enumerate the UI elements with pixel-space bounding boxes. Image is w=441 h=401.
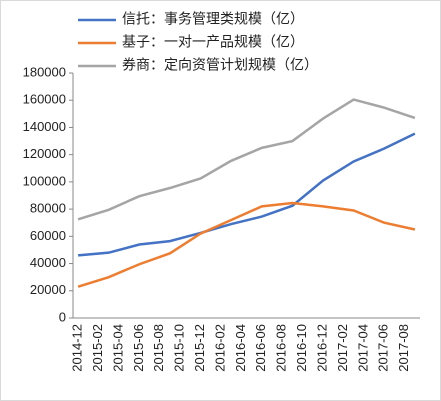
y-tick-label: 160000 (23, 92, 66, 107)
x-tick-label: 2017-04 (355, 324, 370, 372)
x-tick-label: 2015-12 (192, 324, 207, 372)
y-tick-label: 20000 (30, 282, 66, 297)
x-tick-label: 2016-02 (212, 324, 227, 372)
y-tick-label: 40000 (30, 255, 66, 270)
series-line (77, 132, 416, 257)
y-tick-label: 100000 (23, 173, 66, 188)
x-tick-label: 2017-06 (376, 324, 391, 372)
x-tick-label: 2017-08 (396, 324, 411, 372)
x-tick-label: 2014-12 (70, 324, 85, 372)
series-line (77, 201, 416, 288)
y-tick-label: 180000 (23, 64, 66, 79)
y-tick-label: 60000 (30, 228, 66, 243)
y-tick-label: 140000 (23, 119, 66, 134)
x-tick-label: 2016-12 (314, 324, 329, 372)
x-tick-label: 2015-06 (131, 324, 146, 372)
legend-label: 信托：事务管理类规模（亿） (122, 11, 304, 27)
y-tick-label: 80000 (30, 201, 66, 216)
legend-label: 券商：定向资管计划规模（亿） (122, 57, 318, 73)
x-tick-label: 2015-02 (90, 324, 105, 372)
x-tick-label: 2015-04 (110, 324, 125, 372)
x-tick-label: 2015-10 (172, 324, 187, 372)
legend-label: 基子：一对一产品规模（亿） (122, 34, 304, 50)
x-tick-label: 2016-06 (253, 324, 268, 372)
y-tick-label: 0 (59, 309, 66, 324)
x-tick-label: 2017-02 (335, 324, 350, 372)
x-tick-label: 2015-08 (151, 324, 166, 372)
x-tick-label: 2016-08 (274, 324, 289, 372)
series-line (77, 98, 416, 221)
x-tick-label: 2016-04 (233, 324, 248, 372)
x-tick-label: 2016-10 (294, 324, 309, 372)
y-tick-label: 120000 (23, 146, 66, 161)
